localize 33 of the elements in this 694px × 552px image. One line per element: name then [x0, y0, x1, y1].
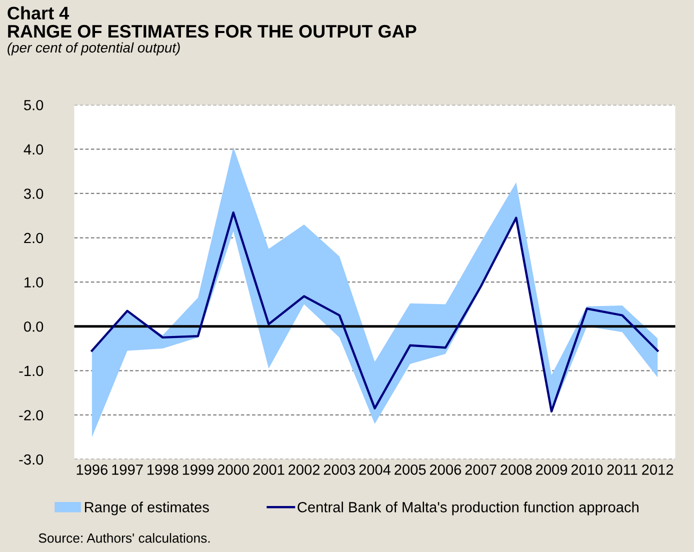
- x-tick-label: 2005: [394, 464, 426, 475]
- x-tick-label: 1998: [148, 464, 178, 475]
- y-tick-label: 5.0: [24, 100, 44, 110]
- x-tick-label: 2010: [571, 464, 603, 475]
- line-series: [90, 211, 659, 413]
- source-note: Source: Authors' calculations.: [38, 533, 210, 543]
- legend-label: Central Bank of Malta's production function approach: [298, 502, 638, 516]
- x-tick-label: 1999: [182, 464, 214, 475]
- x-tick-label: 1996: [76, 464, 108, 475]
- y-tick-label: 4.0: [24, 144, 44, 155]
- x-tick-label: 2007: [465, 464, 496, 475]
- x-tick-label: 2009: [536, 464, 568, 475]
- y-tick-label: 3.0: [24, 188, 44, 199]
- y-tick-label: -1.0: [19, 366, 44, 376]
- x-tick-label: 2011: [607, 464, 638, 475]
- x-tick-label: 2004: [359, 464, 391, 475]
- x-tick-label: 2000: [218, 464, 249, 475]
- x-tick-label: 2012: [642, 464, 674, 475]
- chart-subtitle: RANGE OF ESTIMATES FOR THE OUTPUT GAP: [8, 24, 416, 38]
- chart-title: Chart 4: [8, 6, 70, 20]
- x-tick-label: 2006: [430, 464, 462, 475]
- x-tick-label: 2002: [288, 464, 320, 475]
- x-tick-label: 1997: [112, 464, 143, 475]
- y-tick-label: 1.0: [24, 277, 44, 288]
- y-tick-label: -3.0: [19, 454, 44, 465]
- legend-label: Range of estimates: [84, 502, 209, 516]
- y-tick-label: 2.0: [24, 232, 44, 244]
- x-tick-label: 2003: [324, 464, 355, 475]
- y-tick-label: 0.0: [24, 321, 44, 332]
- x-tick-label: 2001: [253, 464, 284, 475]
- x-tick-label: 2008: [500, 464, 532, 475]
- y-axis-title: (per cent of potential output): [8, 42, 180, 56]
- y-tick-label: -2.0: [19, 410, 44, 420]
